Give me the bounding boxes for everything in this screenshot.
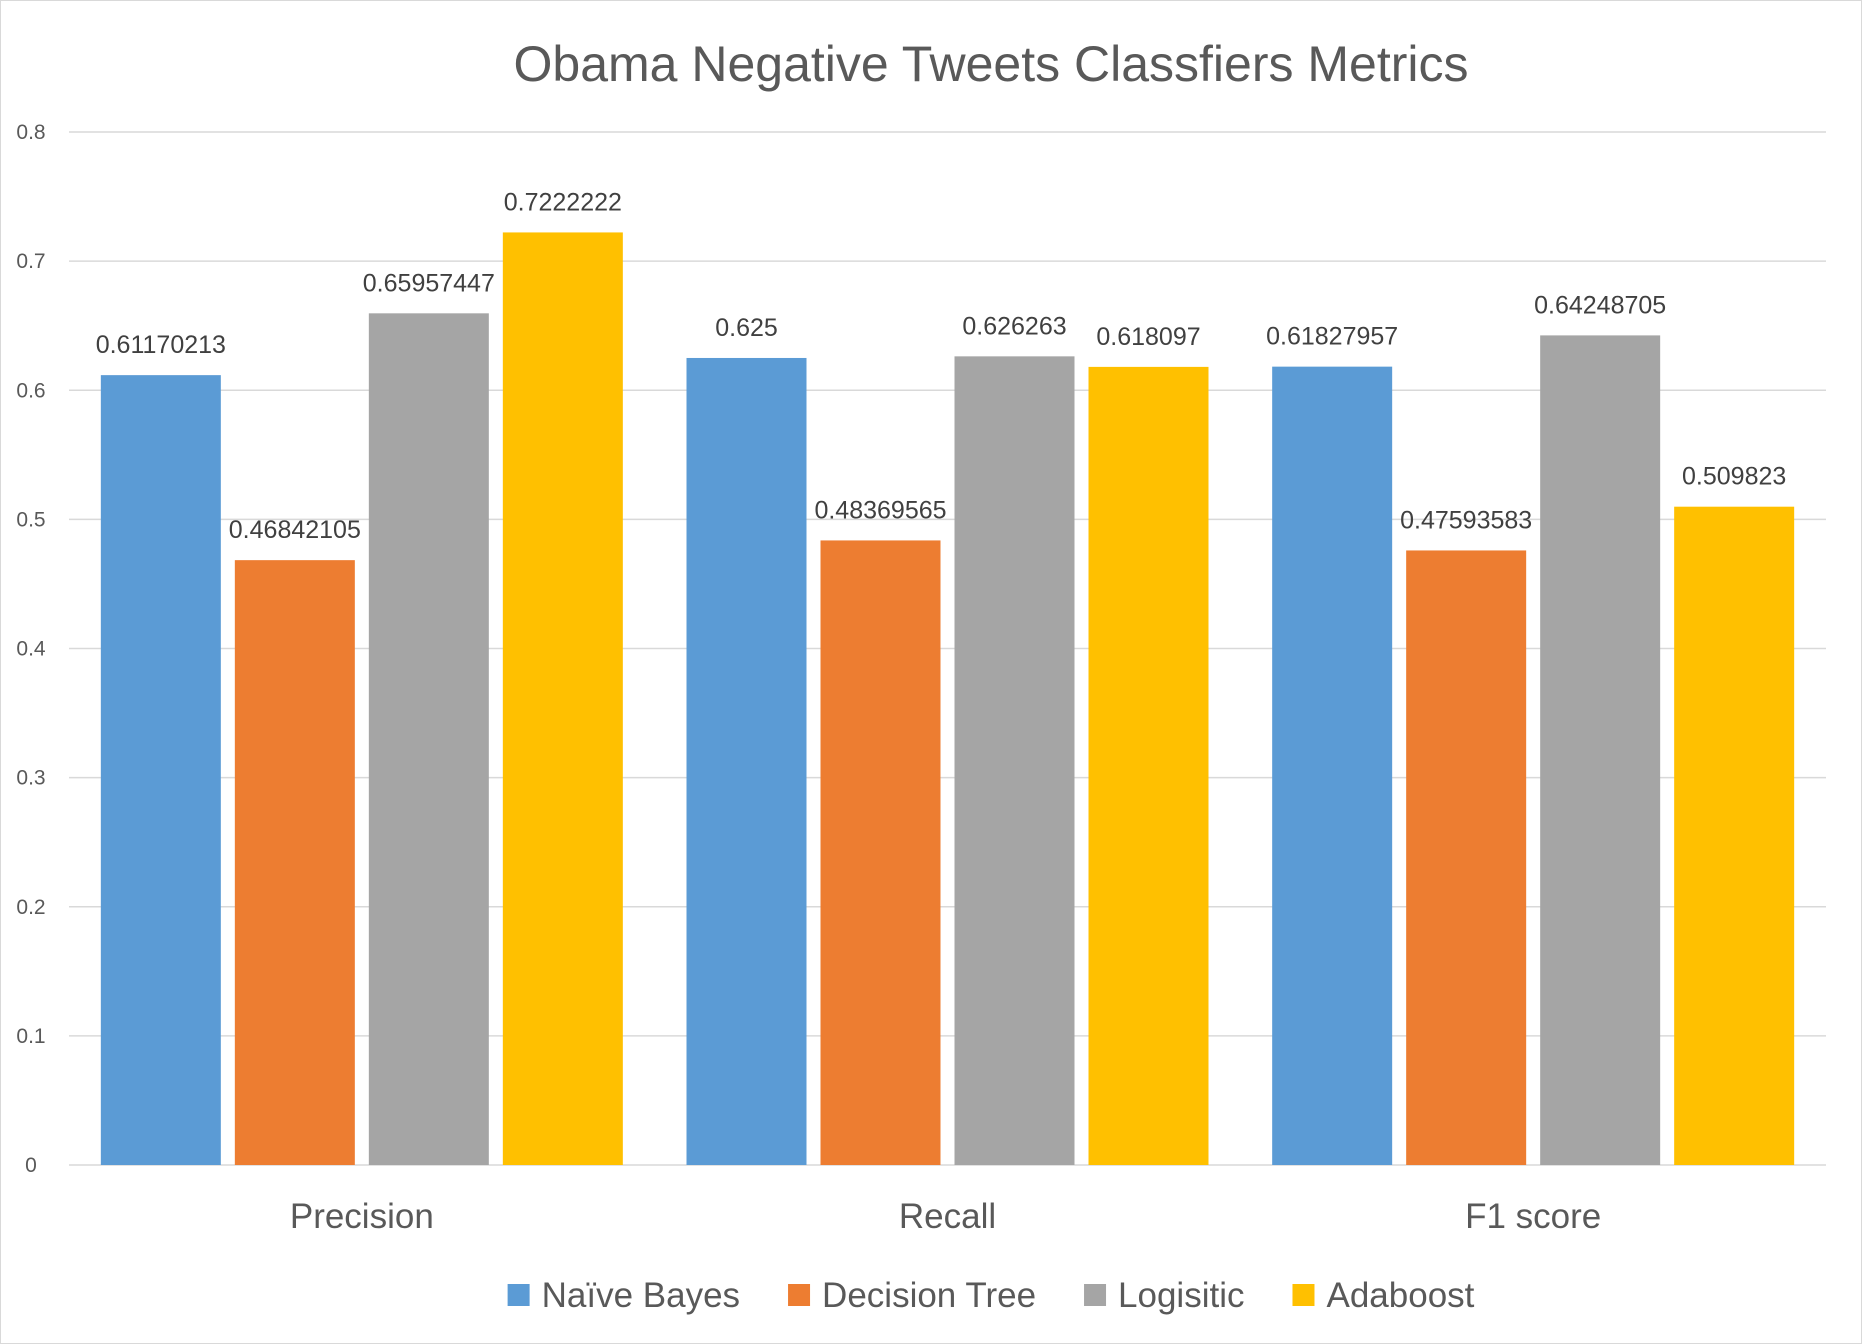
bar-decision-tree-recall bbox=[820, 540, 941, 1165]
x-tick-label: Recall bbox=[899, 1197, 996, 1236]
data-label: 0.625 bbox=[715, 314, 778, 342]
bar-logisitic-f1-score bbox=[1540, 335, 1661, 1165]
data-label: 0.46842105 bbox=[229, 516, 361, 544]
y-tick-label: 0.4 bbox=[16, 638, 46, 661]
bar-na-ve-bayes-recall bbox=[686, 357, 807, 1165]
y-tick-label: 0.1 bbox=[16, 1025, 45, 1048]
x-tick-label: Precision bbox=[290, 1197, 434, 1236]
data-label: 0.61170213 bbox=[96, 331, 226, 359]
bar-na-ve-bayes-precision bbox=[100, 375, 221, 1165]
legend-swatch bbox=[1084, 1284, 1107, 1306]
data-label: 0.61827957 bbox=[1266, 323, 1398, 351]
data-label: 0.626263 bbox=[962, 312, 1066, 340]
data-label: 0.48369565 bbox=[814, 496, 946, 524]
bar-na-ve-bayes-f1-score bbox=[1272, 366, 1393, 1166]
bars bbox=[100, 232, 1795, 1166]
x-axis-ticks: Precision Recall F1 score bbox=[290, 1197, 1601, 1236]
y-tick-label: 0.8 bbox=[16, 121, 45, 144]
bar-logisitic-recall bbox=[954, 356, 1075, 1165]
x-tick-label: F1 score bbox=[1465, 1197, 1601, 1236]
y-axis-ticks: 0 0.1 0.2 0.3 0.4 0.5 0.6 0.7 0.8 bbox=[16, 121, 46, 1177]
data-labels: 0.61170213 0.46842105 0.65957447 0.7222222 0… bbox=[96, 188, 1787, 544]
legend: Naïve Bayes Decision Tree Logisitic Adaboos… bbox=[507, 1276, 1475, 1315]
bar-decision-tree-precision bbox=[234, 560, 355, 1165]
y-tick-label: 0.3 bbox=[16, 767, 45, 790]
chart-title: Obama Negative Tweets Classfiers Metrics bbox=[514, 36, 1469, 92]
legend-swatch bbox=[507, 1284, 530, 1306]
data-label: 0.7222222 bbox=[504, 188, 622, 216]
legend-label: Adaboost bbox=[1326, 1276, 1474, 1315]
data-label: 0.509823 bbox=[1682, 463, 1786, 491]
y-tick-label: 0.2 bbox=[16, 896, 45, 919]
data-label: 0.618097 bbox=[1096, 323, 1200, 351]
legend-swatch bbox=[788, 1284, 811, 1306]
bar-adaboost-recall bbox=[1088, 366, 1209, 1165]
gridlines bbox=[69, 131, 1826, 1166]
legend-label: Decision Tree bbox=[822, 1276, 1036, 1315]
data-label: 0.47593583 bbox=[1400, 506, 1532, 534]
legend-item: Naïve Bayes bbox=[507, 1276, 740, 1315]
legend-item: Adaboost bbox=[1292, 1276, 1475, 1315]
data-label: 0.65957447 bbox=[363, 269, 495, 297]
bar-adaboost-f1-score bbox=[1674, 506, 1795, 1165]
legend-swatch bbox=[1292, 1284, 1315, 1306]
bar-adaboost-precision bbox=[502, 232, 623, 1165]
y-tick-label: 0.7 bbox=[16, 250, 45, 273]
y-tick-label: 0.6 bbox=[16, 379, 45, 402]
legend-label: Naïve Bayes bbox=[542, 1276, 740, 1315]
bar-logisitic-precision bbox=[368, 313, 489, 1165]
legend-item: Decision Tree bbox=[788, 1276, 1036, 1315]
bar-decision-tree-f1-score bbox=[1406, 550, 1527, 1165]
data-label: 0.64248705 bbox=[1534, 291, 1666, 319]
legend-label: Logisitic bbox=[1118, 1276, 1244, 1315]
y-tick-label: 0.5 bbox=[16, 508, 45, 531]
y-tick-label: 0 bbox=[25, 1154, 37, 1177]
legend-item: Logisitic bbox=[1084, 1276, 1244, 1315]
